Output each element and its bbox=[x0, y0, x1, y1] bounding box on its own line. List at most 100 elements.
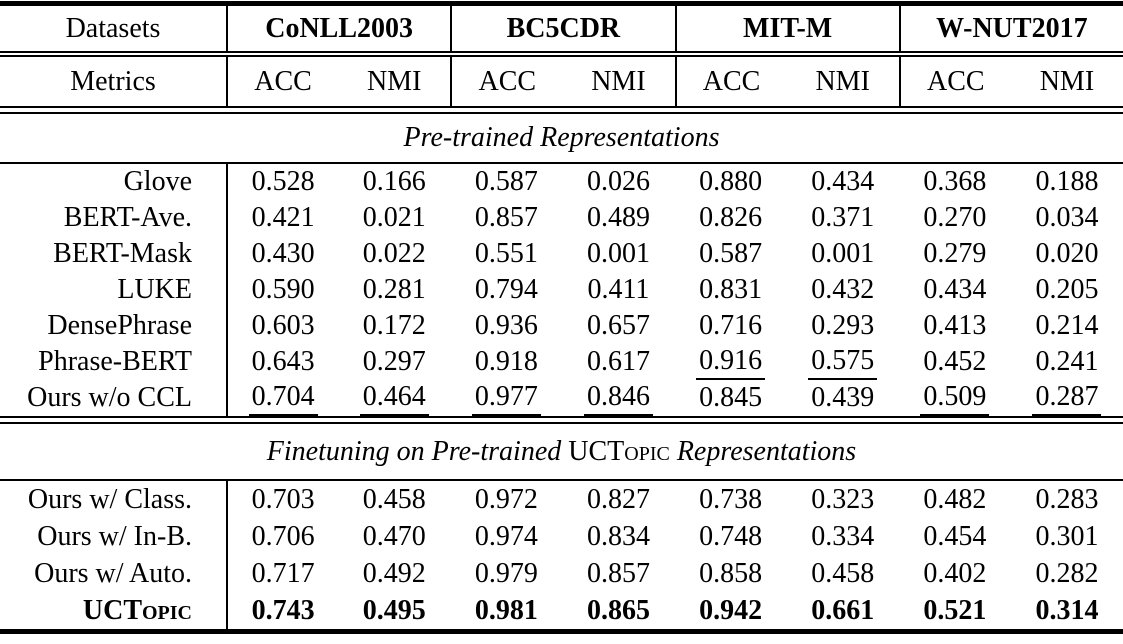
row-label: Glove bbox=[123, 166, 192, 197]
metric-value-cell: 0.454 bbox=[899, 518, 1011, 555]
metric-value-cell: 0.371 bbox=[787, 200, 899, 236]
metric-value-cell: 0.464 bbox=[338, 380, 450, 416]
metric-value: 0.857 bbox=[586, 557, 650, 589]
metric-value: 0.301 bbox=[1035, 520, 1099, 552]
metric-value-cell: 0.283 bbox=[1011, 481, 1123, 518]
metric-value-cell: 0.880 bbox=[675, 164, 787, 200]
metric-col-header: ACC bbox=[674, 57, 787, 106]
metric-value-cell: 0.021 bbox=[338, 200, 450, 236]
metric-value: 0.001 bbox=[811, 238, 875, 269]
metric-value: 0.434 bbox=[811, 166, 875, 197]
metric-value: 0.334 bbox=[811, 520, 875, 552]
metric-value: 0.470 bbox=[362, 520, 426, 552]
metric-value-cell: 0.434 bbox=[787, 164, 899, 200]
metric-value-cell: 0.287 bbox=[1011, 380, 1123, 416]
metric-value: 0.834 bbox=[586, 520, 650, 552]
metric-value: 0.827 bbox=[586, 483, 650, 515]
metric-value: 0.972 bbox=[474, 483, 538, 515]
metric-col-header: ACC bbox=[898, 57, 1011, 106]
metric-value-cell: 0.439 bbox=[787, 380, 899, 416]
metric-value: 0.936 bbox=[474, 310, 538, 341]
section-title-text: Pre-trained Representations bbox=[403, 122, 720, 153]
header-separator-rule bbox=[0, 51, 1123, 57]
metric-value-cell: 0.368 bbox=[899, 164, 1011, 200]
row-label: Phrase-BERT bbox=[38, 346, 192, 377]
metric-value-cell: 0.936 bbox=[450, 308, 562, 344]
metric-value: 0.297 bbox=[362, 346, 426, 377]
metric-value: 0.706 bbox=[251, 520, 315, 552]
metric-value-cell: 0.001 bbox=[562, 236, 674, 272]
metric-value-cell: 0.974 bbox=[450, 518, 562, 555]
metric-value: 0.704 bbox=[248, 381, 318, 416]
metric-value-cell: 0.706 bbox=[226, 518, 338, 555]
metric-value: 0.021 bbox=[362, 202, 426, 233]
metric-value: 0.846 bbox=[583, 381, 653, 416]
metric-value-cell: 0.430 bbox=[226, 236, 338, 272]
metric-value-cell: 0.434 bbox=[899, 272, 1011, 308]
metric-value: 0.430 bbox=[251, 238, 315, 269]
metric-value: 0.717 bbox=[251, 557, 315, 589]
table-row: BERT-Ave. 0.421 0.021 0.857 0.489 0.826 0.371 0… bbox=[0, 200, 1123, 236]
metric-col-header: NMI bbox=[366, 65, 422, 97]
metric-value: 0.241 bbox=[1035, 346, 1099, 377]
metric-value: 0.492 bbox=[362, 557, 426, 589]
metric-value-cell: 0.205 bbox=[1011, 272, 1123, 308]
metric-value: 0.738 bbox=[699, 483, 763, 515]
metric-value-cell: 0.977 bbox=[450, 380, 562, 416]
metric-value-cell: 0.845 bbox=[675, 380, 787, 416]
section-title-finetuning: Finetuning on Pre-trained UCTopic Repres… bbox=[0, 424, 1123, 479]
table-row: Ours w/ In-B. 0.706 0.470 0.974 0.834 0.748 0.… bbox=[0, 518, 1123, 555]
metric-value: 0.214 bbox=[1035, 310, 1099, 341]
table-row: BERT-Mask 0.430 0.022 0.551 0.001 0.587 0.001 0… bbox=[0, 236, 1123, 272]
metric-value: 0.880 bbox=[699, 166, 763, 197]
metric-value-cell: 0.748 bbox=[675, 518, 787, 555]
section-title-pretrained: Pre-trained Representations bbox=[0, 114, 1123, 162]
section2-top-rule bbox=[0, 479, 1123, 481]
metric-value-cell: 0.857 bbox=[450, 200, 562, 236]
metric-value: 0.617 bbox=[586, 346, 650, 377]
metric-value: 0.587 bbox=[699, 238, 763, 269]
metric-value-cell: 0.857 bbox=[562, 555, 674, 592]
metric-value: 0.323 bbox=[811, 483, 875, 515]
row-label: Ours w/ In-B. bbox=[37, 520, 192, 552]
metric-value: 0.279 bbox=[923, 238, 987, 269]
metric-value-cell: 0.643 bbox=[226, 344, 338, 380]
metric-value: 0.439 bbox=[811, 382, 875, 413]
datasets-header-label: Datasets bbox=[65, 12, 161, 44]
metric-col-header: ACC bbox=[450, 57, 562, 106]
metric-value-cell: 0.452 bbox=[899, 344, 1011, 380]
metric-value-cell: 0.001 bbox=[787, 236, 899, 272]
table-row: DensePhrase 0.603 0.172 0.936 0.657 0.716 0.29… bbox=[0, 308, 1123, 344]
metric-value: 0.942 bbox=[699, 594, 763, 626]
metric-value-cell: 0.293 bbox=[787, 308, 899, 344]
metric-value-cell: 0.717 bbox=[226, 555, 338, 592]
pretrained-rows: Glove 0.528 0.166 0.587 0.026 0.880 0.434 0.368… bbox=[0, 164, 1123, 416]
metric-value: 0.794 bbox=[474, 274, 538, 305]
metric-value-cell: 0.432 bbox=[787, 272, 899, 308]
metric-value-cell: 0.827 bbox=[562, 481, 674, 518]
datasets-header-row: Datasets CoNLL2003 BC5CDR MIT-M W-NUT201… bbox=[0, 6, 1123, 51]
metric-value-cell: 0.489 bbox=[562, 200, 674, 236]
dataset-group-bc5cdr: BC5CDR bbox=[450, 6, 674, 51]
metric-value: 0.454 bbox=[923, 520, 987, 552]
metric-value: 0.432 bbox=[811, 274, 875, 305]
metric-value: 0.865 bbox=[586, 594, 650, 626]
metric-value-cell: 0.617 bbox=[562, 344, 674, 380]
metric-value-cell: 0.972 bbox=[450, 481, 562, 518]
table-row: LUKE 0.590 0.281 0.794 0.411 0.831 0.432 0.434 0… bbox=[0, 272, 1123, 308]
metric-value: 0.411 bbox=[587, 274, 650, 305]
metric-value: 0.748 bbox=[699, 520, 763, 552]
metric-value-cell: 0.458 bbox=[787, 555, 899, 592]
metric-value: 0.575 bbox=[808, 345, 878, 380]
metric-value-cell: 0.402 bbox=[899, 555, 1011, 592]
metric-value: 0.287 bbox=[1032, 381, 1102, 416]
metric-value-cell: 0.979 bbox=[450, 555, 562, 592]
dataset-group-mit-m: MIT-M bbox=[674, 6, 899, 51]
metric-value-cell: 0.657 bbox=[562, 308, 674, 344]
metric-col-header: ACC bbox=[226, 57, 338, 106]
metric-value-cell: 0.214 bbox=[1011, 308, 1123, 344]
metric-value: 0.205 bbox=[1035, 274, 1099, 305]
metric-value: 0.281 bbox=[362, 274, 426, 305]
metric-value-cell: 0.334 bbox=[787, 518, 899, 555]
